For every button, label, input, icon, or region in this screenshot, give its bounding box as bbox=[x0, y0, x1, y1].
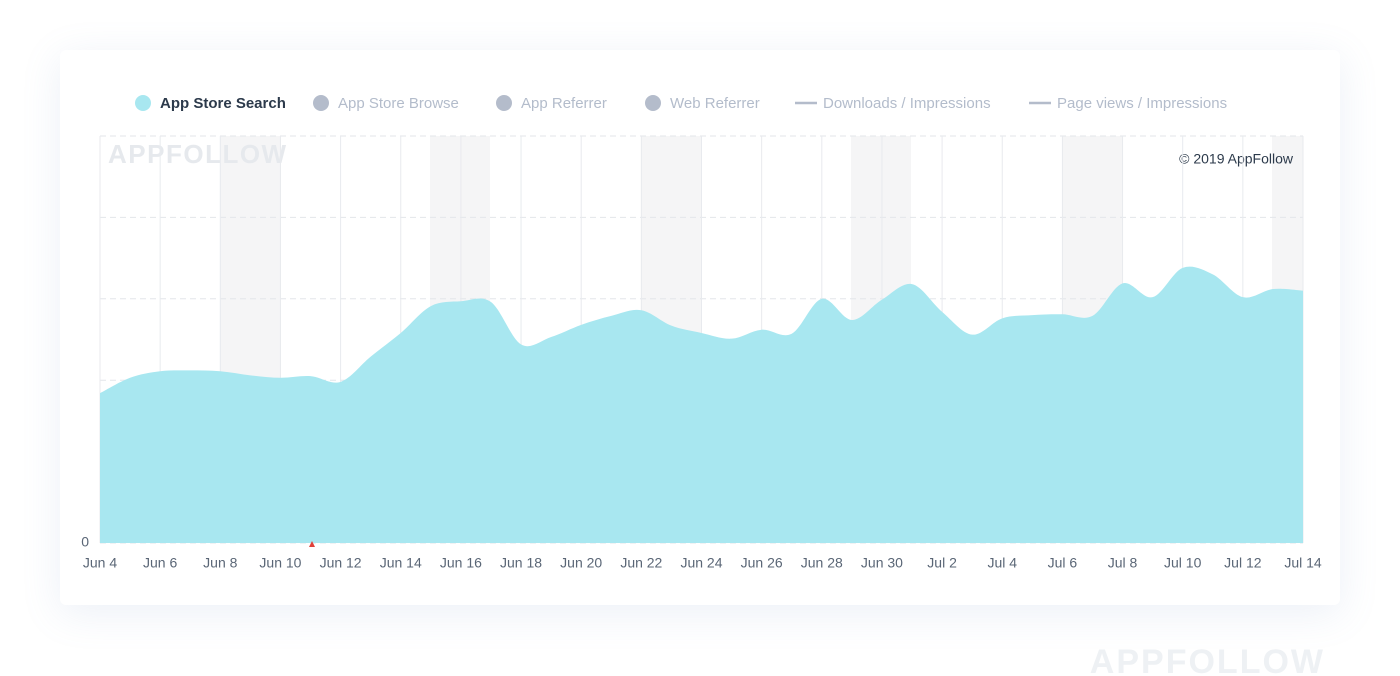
x-tick-label: Jun 4 bbox=[83, 555, 117, 571]
x-tick-label: Jun 26 bbox=[741, 555, 783, 571]
x-tick-label: Jul 8 bbox=[1108, 555, 1138, 571]
x-tick-label: Jul 12 bbox=[1224, 555, 1262, 571]
x-tick-label: Jun 8 bbox=[203, 555, 237, 571]
x-tick-label: Jun 22 bbox=[620, 555, 662, 571]
event-marker bbox=[309, 541, 315, 547]
x-tick-label: Jul 10 bbox=[1164, 555, 1202, 571]
x-tick-label: Jun 6 bbox=[143, 555, 177, 571]
legend-marker bbox=[313, 95, 329, 111]
x-tick-label: Jul 14 bbox=[1284, 555, 1322, 571]
x-tick-label: Jun 28 bbox=[801, 555, 843, 571]
legend-label: App Referrer bbox=[521, 95, 607, 112]
x-tick-label: Jun 12 bbox=[320, 555, 362, 571]
area bbox=[100, 266, 1303, 543]
copyright: © 2019 AppFollow bbox=[1179, 151, 1294, 167]
legend-label: App Store Browse bbox=[338, 95, 459, 112]
x-tick-label: Jun 24 bbox=[680, 555, 722, 571]
x-tick-label: Jul 2 bbox=[927, 555, 957, 571]
x-tick-label: Jul 6 bbox=[1048, 555, 1078, 571]
legend-marker bbox=[645, 95, 661, 111]
legend-label: Page views / Impressions bbox=[1057, 95, 1227, 112]
x-tick-label: Jun 14 bbox=[380, 555, 422, 571]
legend-label: Web Referrer bbox=[670, 95, 760, 112]
legend-marker bbox=[135, 95, 151, 111]
y-tick-label: 0 bbox=[81, 534, 89, 550]
x-tick-label: Jun 16 bbox=[440, 555, 482, 571]
x-tick-label: Jun 20 bbox=[560, 555, 602, 571]
legend-label: Downloads / Impressions bbox=[823, 95, 991, 112]
x-tick-label: Jul 4 bbox=[987, 555, 1017, 571]
legend-marker bbox=[496, 95, 512, 111]
x-tick-label: Jun 10 bbox=[259, 555, 301, 571]
watermark: APPFOLLOW bbox=[1090, 643, 1325, 676]
x-tick-label: Jun 30 bbox=[861, 555, 903, 571]
x-tick-label: Jun 18 bbox=[500, 555, 542, 571]
legend-label: App Store Search bbox=[160, 95, 286, 112]
watermark: APPFOLLOW bbox=[108, 139, 288, 169]
